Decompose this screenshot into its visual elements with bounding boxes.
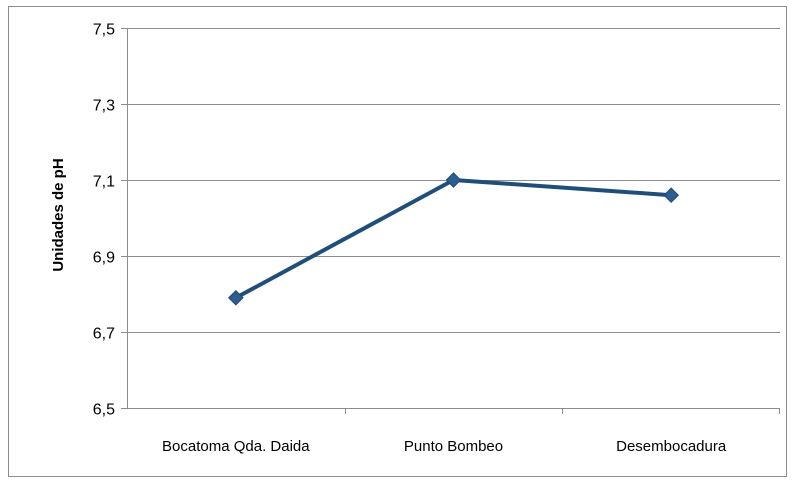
x-tick-label: Desembocadura: [616, 438, 727, 455]
x-tick-label: Punto Bombeo: [404, 438, 503, 455]
data-point-marker: [227, 289, 244, 306]
x-tick-labels: Bocatoma Qda. Daida Punto Bombeo Desemboca…: [162, 438, 727, 455]
y-tick-labels: 6,5 6,7 6,9 7,1 7,3 7,5: [93, 22, 115, 419]
axes: [121, 28, 780, 414]
x-tick-label: Bocatoma Qda. Daida: [162, 438, 310, 455]
chart-border: [8, 6, 787, 477]
y-tick-label: 6,7: [93, 326, 115, 343]
y-tick-label: 7,1: [93, 174, 115, 191]
y-tick-label: 6,9: [93, 250, 115, 267]
data-point-marker: [445, 172, 462, 188]
data-point-marker: [663, 187, 680, 204]
y-axis-title: Unidades de pH: [50, 158, 67, 271]
data-series: [227, 172, 680, 306]
y-tick-label: 7,3: [93, 98, 115, 115]
y-tick-label: 7,5: [93, 22, 115, 39]
y-tick-label: 6,5: [93, 402, 115, 419]
